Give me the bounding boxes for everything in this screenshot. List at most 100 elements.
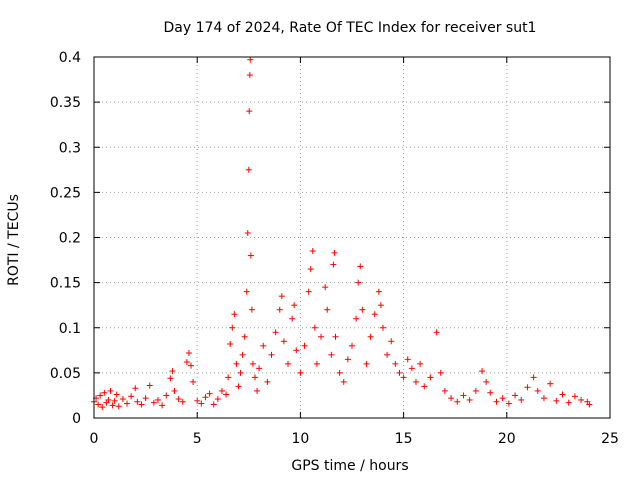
data-point bbox=[113, 391, 120, 398]
data-point bbox=[138, 401, 145, 408]
data-point bbox=[483, 378, 490, 385]
data-point bbox=[479, 368, 486, 375]
data-point bbox=[227, 340, 234, 347]
data-point bbox=[433, 329, 440, 336]
data-point bbox=[276, 306, 283, 313]
data-point bbox=[331, 249, 338, 256]
data-point bbox=[183, 359, 190, 366]
data-point bbox=[586, 401, 593, 408]
data-point bbox=[119, 396, 126, 403]
data-point bbox=[194, 397, 201, 404]
data-point bbox=[448, 395, 455, 402]
data-point bbox=[512, 392, 519, 399]
data-point bbox=[318, 333, 325, 340]
data-point bbox=[109, 402, 116, 409]
data-point bbox=[260, 342, 267, 349]
data-point bbox=[293, 347, 300, 354]
data-point bbox=[454, 398, 461, 405]
data-point bbox=[105, 396, 112, 403]
data-point bbox=[297, 369, 304, 376]
data-point bbox=[322, 284, 329, 291]
data-point bbox=[305, 288, 312, 295]
data-points bbox=[91, 56, 593, 411]
x-tick-label: 25 bbox=[601, 431, 619, 447]
data-point bbox=[111, 397, 118, 404]
data-point bbox=[231, 311, 238, 318]
data-point bbox=[248, 306, 255, 313]
x-tick-label: 0 bbox=[90, 431, 99, 447]
y-tick-label: 0.05 bbox=[50, 366, 81, 382]
data-point bbox=[264, 378, 271, 385]
data-point bbox=[249, 360, 256, 367]
data-point bbox=[163, 392, 170, 399]
data-point bbox=[553, 397, 560, 404]
data-point bbox=[307, 266, 314, 273]
data-point bbox=[244, 229, 251, 236]
data-point bbox=[167, 375, 174, 382]
data-point bbox=[245, 166, 252, 173]
data-point bbox=[229, 324, 236, 331]
data-point bbox=[565, 399, 572, 406]
data-point bbox=[466, 396, 473, 403]
data-point bbox=[198, 400, 205, 407]
data-point bbox=[256, 365, 263, 372]
data-point bbox=[280, 338, 287, 345]
data-point bbox=[218, 387, 225, 394]
x-tick-label: 5 bbox=[193, 431, 202, 447]
y-tick-label: 0.1 bbox=[59, 321, 81, 337]
data-point bbox=[301, 342, 308, 349]
y-tick-label: 0.4 bbox=[59, 50, 81, 66]
data-point bbox=[330, 261, 337, 268]
x-axis-label: GPS time / hours bbox=[291, 458, 408, 474]
data-point bbox=[437, 369, 444, 376]
data-point bbox=[518, 396, 525, 403]
data-point bbox=[159, 402, 166, 409]
data-point bbox=[309, 248, 316, 255]
data-point bbox=[132, 385, 139, 392]
data-point bbox=[154, 396, 161, 403]
data-point bbox=[400, 374, 407, 381]
y-tick-label: 0.15 bbox=[50, 276, 81, 292]
data-point bbox=[375, 288, 382, 295]
data-point bbox=[171, 387, 178, 394]
y-tick-label: 0.35 bbox=[50, 95, 81, 111]
data-point bbox=[540, 395, 547, 402]
data-point bbox=[214, 396, 221, 403]
data-point bbox=[441, 387, 448, 394]
data-point bbox=[371, 311, 378, 318]
data-point bbox=[206, 390, 213, 397]
data-point bbox=[95, 401, 102, 408]
data-point bbox=[332, 333, 339, 340]
data-point bbox=[408, 365, 415, 372]
data-point bbox=[97, 392, 104, 399]
data-point bbox=[243, 288, 250, 295]
data-point bbox=[278, 293, 285, 300]
grid bbox=[94, 57, 610, 418]
data-point bbox=[524, 384, 531, 391]
data-point bbox=[460, 392, 467, 399]
data-point bbox=[146, 382, 153, 389]
data-point bbox=[101, 389, 108, 396]
data-point bbox=[239, 351, 246, 358]
y-tick-label: 0 bbox=[72, 411, 81, 427]
data-point bbox=[578, 396, 585, 403]
data-point bbox=[241, 333, 248, 340]
data-point bbox=[367, 333, 374, 340]
data-point bbox=[254, 387, 261, 394]
data-point bbox=[237, 369, 244, 376]
data-point bbox=[246, 72, 253, 79]
data-point bbox=[115, 403, 122, 410]
data-point bbox=[421, 383, 428, 390]
data-point bbox=[388, 338, 395, 345]
data-point bbox=[353, 315, 360, 322]
data-point bbox=[499, 395, 506, 402]
data-point bbox=[99, 404, 106, 411]
data-point bbox=[377, 302, 384, 309]
data-point bbox=[251, 374, 258, 381]
data-point bbox=[272, 329, 279, 336]
chart-title: Day 174 of 2024, Rate Of TEC Index for r… bbox=[164, 20, 537, 36]
data-point bbox=[412, 378, 419, 385]
x-tick-label: 10 bbox=[291, 431, 309, 447]
data-point bbox=[233, 360, 240, 367]
data-point bbox=[235, 383, 242, 390]
